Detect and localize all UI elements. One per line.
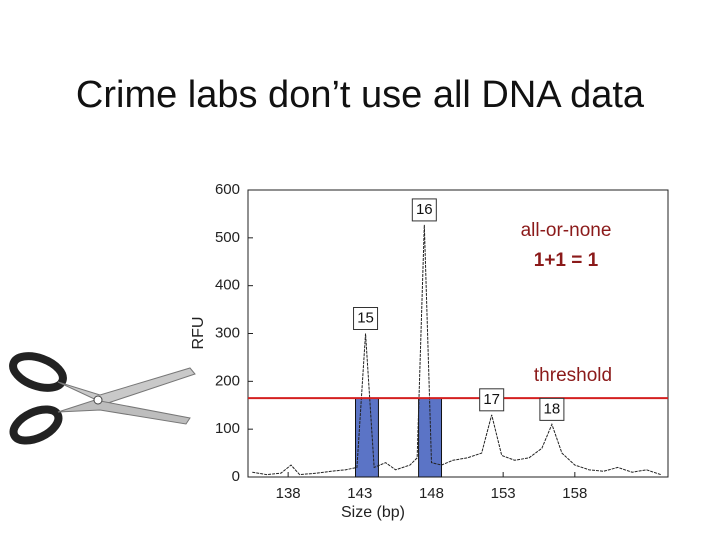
y-tick-label: 100 — [215, 420, 240, 437]
y-tick-label: 300 — [215, 324, 240, 341]
y-tick-label: 600 — [215, 181, 240, 198]
peak-label-box — [539, 397, 565, 421]
y-tick-label: 500 — [215, 229, 240, 246]
scissors-icon — [9, 352, 196, 445]
peak-label-box — [411, 198, 437, 222]
peak-label: 18 — [544, 400, 561, 417]
annotation: 1+1 = 1 — [534, 250, 599, 271]
x-tick-label: 153 — [491, 485, 516, 502]
signal-trace — [252, 224, 661, 476]
x-axis-label: Size (bp) — [341, 504, 405, 521]
annotation: all-or-none — [521, 220, 612, 241]
peak-label: 17 — [483, 391, 500, 408]
x-tick-label: 143 — [347, 485, 372, 502]
slide-title: Crime labs don’t use all DNA data — [76, 74, 645, 116]
peak-label-box — [479, 388, 505, 412]
y-tick-label: 200 — [215, 372, 240, 389]
peak-label: 16 — [416, 201, 433, 218]
x-tick-label: 138 — [276, 485, 301, 502]
x-tick-label: 158 — [562, 485, 587, 502]
y-tick-label: 0 — [232, 468, 240, 485]
peak-label: 15 — [357, 309, 374, 326]
y-axis-label: RFU — [190, 317, 207, 350]
peak-label-box — [353, 307, 379, 330]
y-tick-label: 400 — [215, 277, 240, 294]
x-tick-label: 148 — [419, 485, 444, 502]
threshold-label: threshold — [534, 365, 612, 386]
